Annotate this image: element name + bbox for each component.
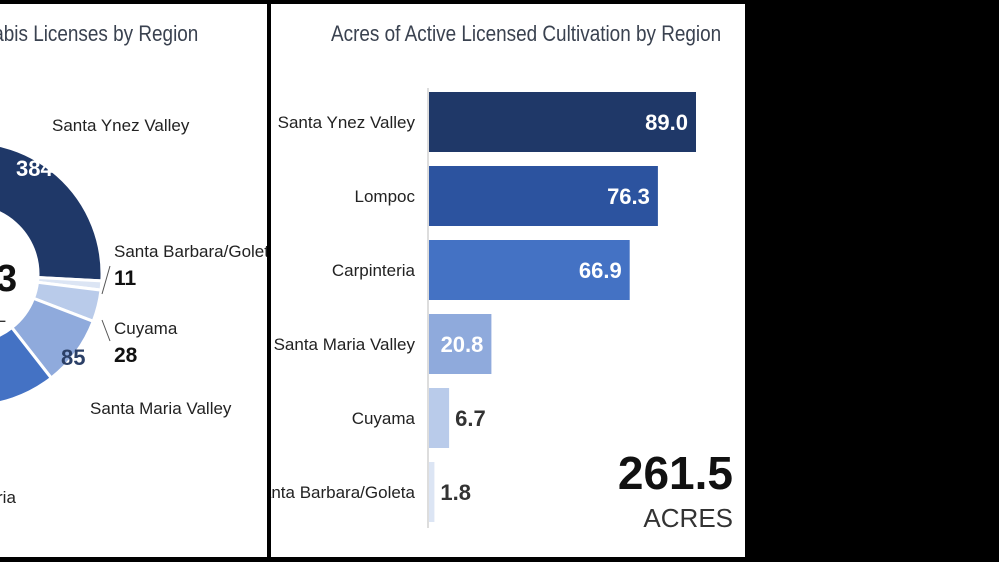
bar-category-label: Santa Barbara/Goleta	[271, 483, 416, 502]
bar-lompoc	[429, 166, 658, 226]
bar-santa-maria-valley	[429, 314, 492, 374]
donut-slice-santa-ynez-valley	[0, 143, 104, 283]
acres-chart-title: Acres of Active Licensed Cultivation by …	[331, 21, 722, 46]
slice-label-santa-barbara-goleta: Santa Barbara/Goleta	[114, 242, 267, 261]
bar-category-label: Carpinteria	[332, 261, 416, 280]
slice-value-santa-barbara-goleta: 11	[114, 267, 137, 290]
bar-value-label: 20.8	[441, 332, 484, 357]
slice-label-carpinteria: ria	[0, 488, 16, 507]
slice-label-cuyama: Cuyama	[114, 319, 178, 338]
bar-category-label: Santa Ynez Valley	[278, 113, 416, 132]
bar-category-label: Lompoc	[355, 187, 416, 206]
bar-value-label: 1.8	[440, 480, 471, 505]
bar-santa-barbara-goleta	[429, 462, 435, 522]
slice-value-cuyama: 28	[114, 344, 138, 367]
slice-value-santa-maria-valley: 85	[61, 345, 85, 370]
licenses-by-region-panel: Cannabis Licenses by Region 384 85 Santa Y…	[0, 4, 267, 557]
bar-value-label: 89.0	[645, 110, 688, 135]
bar-category-label: Santa Maria Valley	[274, 335, 416, 354]
slice-label-santa-ynez-valley: Santa Ynez Valley	[52, 116, 190, 135]
donut-center-label: L	[0, 306, 6, 326]
donut-slice-carpinteria	[0, 325, 54, 405]
slice-value-santa-ynez-valley: 384	[16, 156, 53, 181]
licenses-chart-title: Cannabis Licenses by Region	[0, 21, 199, 46]
acres-by-region-panel: Acres of Active Licensed Cultivation by …	[271, 4, 745, 557]
bar-cuyama	[429, 388, 450, 448]
bar-value-label: 76.3	[607, 184, 650, 209]
bar-category-label: Cuyama	[352, 409, 416, 428]
total-acres-value: 261.5	[618, 447, 733, 499]
donut-center-value: 3	[0, 258, 17, 300]
total-acres-label: ACRES	[643, 503, 733, 533]
leader-cuyama	[101, 319, 111, 342]
acres-bar-chart: Santa Ynez Valley 89.0 Lompoc 76.3 Carpinter…	[271, 88, 733, 533]
bar-carpinteria	[429, 240, 630, 300]
bar-santa-ynez-valley	[429, 92, 696, 152]
bar-value-label: 6.7	[455, 406, 486, 431]
bar-value-label: 66.9	[579, 258, 622, 283]
licenses-donut-chart: 384 85 Santa Ynez Valley Santa Barbara/Gole…	[0, 116, 267, 507]
slice-label-santa-maria-valley: Santa Maria Valley	[90, 399, 232, 418]
leader-santa-barbara-goleta	[101, 265, 111, 295]
